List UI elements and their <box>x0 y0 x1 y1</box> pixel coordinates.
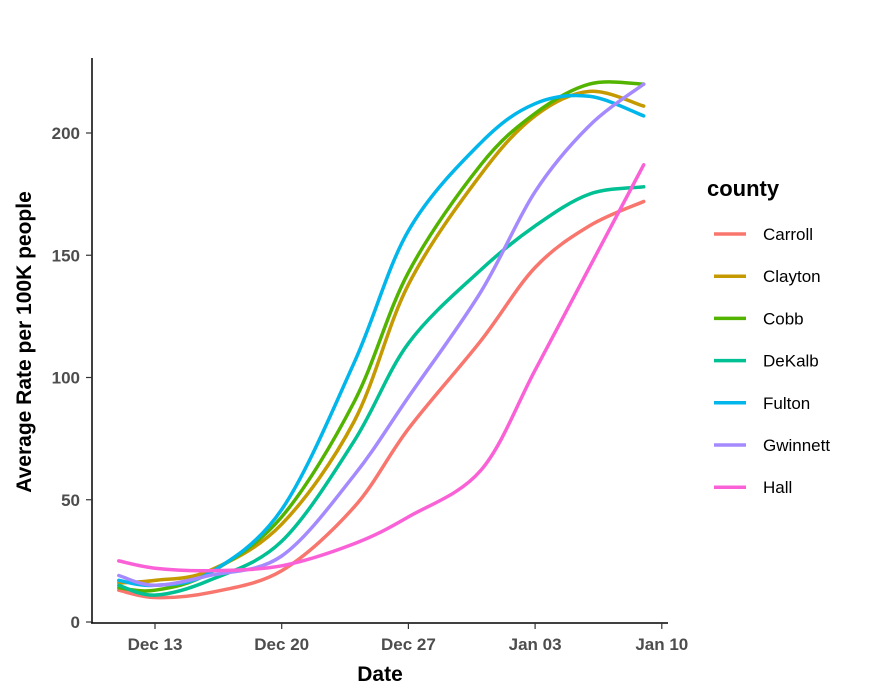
series-line-hall <box>117 163 646 573</box>
series-lines <box>117 80 646 600</box>
y-tick-label: 50 <box>61 491 80 510</box>
legend: county Carroll Clayton Cobb DeKalb Fulton Gwi… <box>707 176 830 497</box>
x-tick-label: Dec 20 <box>254 635 309 654</box>
y-tick-label: 0 <box>71 613 80 632</box>
series-line-clayton <box>117 89 646 585</box>
x-tick-label: Jan 10 <box>635 635 688 654</box>
y-tick-label: 150 <box>52 246 80 265</box>
legend-label-clayton: Clayton <box>763 267 821 286</box>
legend-label-cobb: Cobb <box>763 309 804 328</box>
x-axis-title: Date <box>357 663 403 686</box>
y-tick-label: 200 <box>52 124 80 143</box>
y-ticks: 0 50 100 150 200 <box>52 124 92 632</box>
y-tick-label: 100 <box>52 369 80 388</box>
series-line-gwinnett <box>117 82 646 588</box>
legend-label-fulton: Fulton <box>763 394 810 413</box>
legend-label-gwinnett: Gwinnett <box>763 436 830 455</box>
x-tick-label: Dec 27 <box>381 635 436 654</box>
series-line-dekalb <box>117 185 646 597</box>
legend-label-carroll: Carroll <box>763 225 813 244</box>
x-tick-label: Dec 13 <box>128 635 183 654</box>
y-axis-title: Average Rate per 100K people <box>13 191 36 493</box>
x-tick-label: Jan 03 <box>509 635 562 654</box>
x-ticks: Dec 13 Dec 20 Dec 27 Jan 03 Jan 10 <box>128 623 688 654</box>
legend-label-hall: Hall <box>763 478 792 497</box>
legend-label-dekalb: DeKalb <box>763 352 819 371</box>
series-line-cobb <box>117 80 646 593</box>
legend-title: county <box>707 176 780 201</box>
series-line-carroll <box>117 199 646 600</box>
